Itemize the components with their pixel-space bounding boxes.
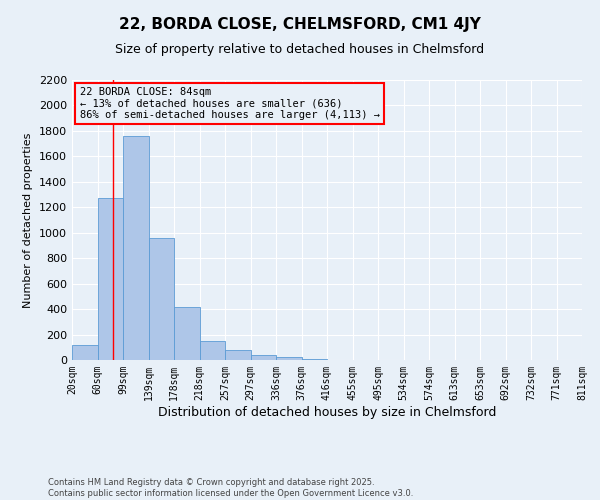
Text: 22, BORDA CLOSE, CHELMSFORD, CM1 4JY: 22, BORDA CLOSE, CHELMSFORD, CM1 4JY: [119, 18, 481, 32]
Y-axis label: Number of detached properties: Number of detached properties: [23, 132, 34, 308]
Bar: [199, 341, 225, 360]
Bar: [276, 358, 302, 360]
Bar: [225, 350, 251, 360]
Text: 22 BORDA CLOSE: 84sqm
← 13% of detached houses are smaller (636)
86% of semi-det: 22 BORDA CLOSE: 84sqm ← 13% of detached …: [80, 87, 380, 120]
Bar: [251, 355, 276, 360]
Bar: [149, 238, 174, 360]
Bar: [174, 306, 199, 360]
Bar: [123, 136, 149, 360]
Bar: [97, 198, 123, 360]
X-axis label: Distribution of detached houses by size in Chelmsford: Distribution of detached houses by size …: [158, 406, 496, 418]
Bar: [72, 344, 97, 360]
Text: Size of property relative to detached houses in Chelmsford: Size of property relative to detached ho…: [115, 42, 485, 56]
Text: Contains HM Land Registry data © Crown copyright and database right 2025.
Contai: Contains HM Land Registry data © Crown c…: [48, 478, 413, 498]
